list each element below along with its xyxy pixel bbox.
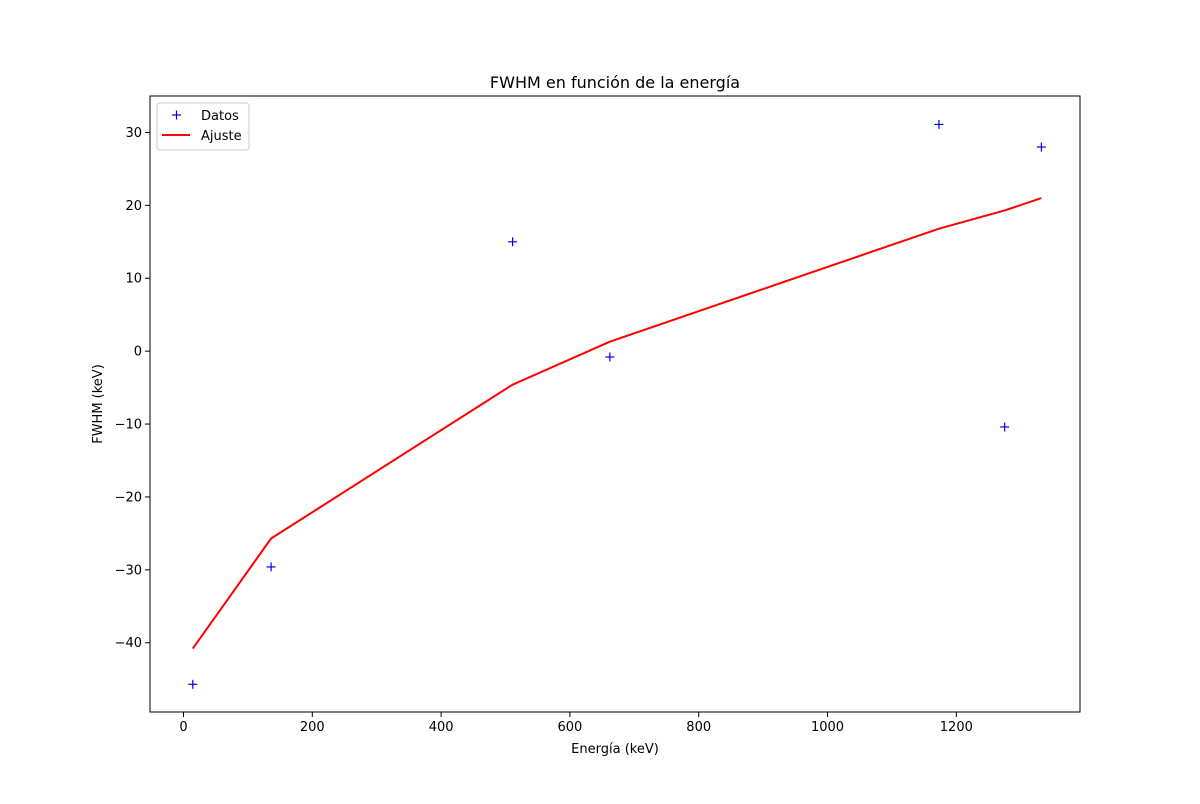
x-tick-label: 0: [179, 720, 187, 735]
data-point: [605, 352, 615, 362]
y-tick-label: −40: [115, 636, 142, 651]
x-tick-label: 400: [429, 720, 454, 735]
x-tick-label: 600: [558, 720, 583, 735]
data-point: [188, 679, 198, 689]
plot-area: [188, 119, 1046, 689]
legend-label-ajuste: Ajuste: [201, 129, 242, 144]
x-tick-label: 1200: [940, 720, 973, 735]
legend-entry-ajuste: Ajuste: [162, 129, 242, 144]
legend-label-datos: Datos: [201, 109, 239, 124]
y-axis-label: FWHM (keV): [91, 364, 106, 444]
y-tick-label: 0: [134, 345, 142, 360]
y-tick-label: 30: [125, 126, 142, 141]
fit-line-ajuste: [191, 197, 1042, 650]
x-tick-label: 200: [300, 720, 325, 735]
data-point: [508, 237, 518, 247]
data-point: [1000, 422, 1010, 432]
y-tick-label: −20: [115, 490, 142, 505]
legend: Datos Ajuste: [156, 102, 250, 151]
y-tick-label: 10: [125, 272, 142, 287]
x-axis-label: Energía (keV): [571, 742, 659, 757]
plot-frame: [149, 95, 1081, 713]
legend-entry-datos: Datos: [172, 109, 239, 124]
chart-title: FWHM en función de la energía: [490, 73, 740, 92]
x-tick-label: 800: [686, 720, 711, 735]
y-tick-label: −10: [115, 418, 142, 433]
y-axis-ticks: −40 −30 −20 −10 0 10 20 30: [115, 126, 150, 651]
x-axis-ticks: 0 200 400 600 800 1000 1200: [179, 712, 973, 735]
data-point: [934, 119, 944, 129]
y-tick-label: −30: [115, 563, 142, 578]
data-point: [1036, 142, 1046, 152]
legend-marker-datos: [172, 110, 181, 120]
y-tick-label: 20: [125, 199, 142, 214]
data-point: [266, 562, 276, 572]
x-tick-label: 1000: [811, 720, 844, 735]
